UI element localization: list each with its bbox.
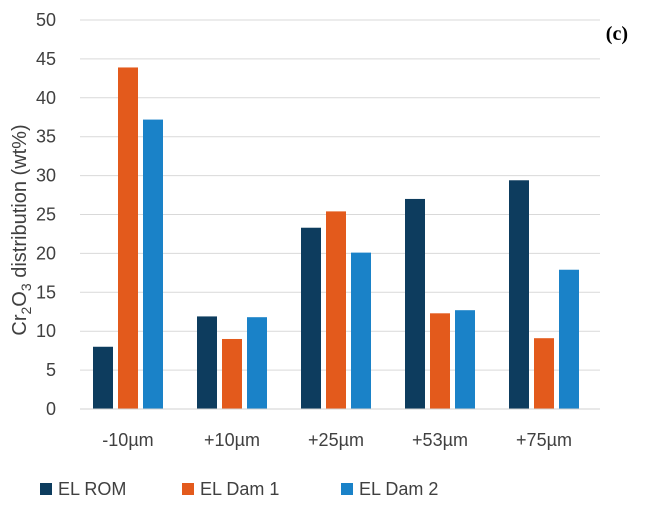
x-tick-label: +53µm [412,430,468,450]
bar-el-dam-1 [222,338,242,409]
y-tick-label: 30 [36,166,56,186]
legend-swatch [40,483,52,495]
x-tick-label: +25µm [308,430,364,450]
bar-el-dam-1 [118,67,138,409]
x-axis-ticks: -10µm +10µm +25µm +53µm +75µm [102,430,572,450]
y-tick-label: 5 [46,360,56,380]
y-tick-label: 40 [36,88,56,108]
y-tick-label: 0 [46,399,56,419]
bar-el-dam-2 [559,269,579,409]
bar-el-rom [197,316,217,409]
y-tick-label: 45 [36,49,56,69]
bar-el-rom [509,180,529,409]
bars [93,67,579,410]
x-tick-label: +10µm [204,430,260,450]
y-tick-label: 35 [36,127,56,147]
bar-el-dam-1 [534,338,554,409]
legend-label: EL Dam 1 [200,479,279,499]
bar-el-dam-2 [143,119,163,410]
bar-el-rom [405,198,425,409]
y-axis-ticks: 0 5 10 15 20 25 30 35 40 45 50 [36,10,56,419]
bar-el-dam-1 [326,211,346,409]
bar-el-rom [301,227,321,409]
bar-el-rom [93,346,113,409]
y-label-part-2: O [9,291,31,307]
bar-el-dam-2 [455,310,475,409]
bar-el-dam-1 [430,313,450,409]
bar-el-dam-2 [351,252,371,409]
legend-swatch [341,483,353,495]
y-label-part-1: Cr [9,314,31,335]
y-tick-label: 50 [36,10,56,30]
bar-el-dam-2 [247,317,267,409]
legend-label: EL ROM [58,479,126,499]
y-tick-label: 20 [36,243,56,263]
x-tick-label: +75µm [516,430,572,450]
x-tick-label: -10µm [102,430,153,450]
y-tick-label: 25 [36,205,56,225]
y-label-subscript-2: 3 [18,283,34,291]
legend-swatch [182,483,194,495]
y-tick-label: 15 [36,282,56,302]
y-tick-label: 10 [36,321,56,341]
y-label-part-3: distribution (wt%) [9,124,31,283]
y-label-subscript-1: 2 [18,306,34,314]
y-axis-label: Cr2O3 distribution (wt%) [9,124,34,335]
panel-label: (c) [606,23,628,45]
legend-label: EL Dam 2 [359,479,438,499]
legend: EL ROM EL Dam 1 EL Dam 2 [40,479,438,499]
